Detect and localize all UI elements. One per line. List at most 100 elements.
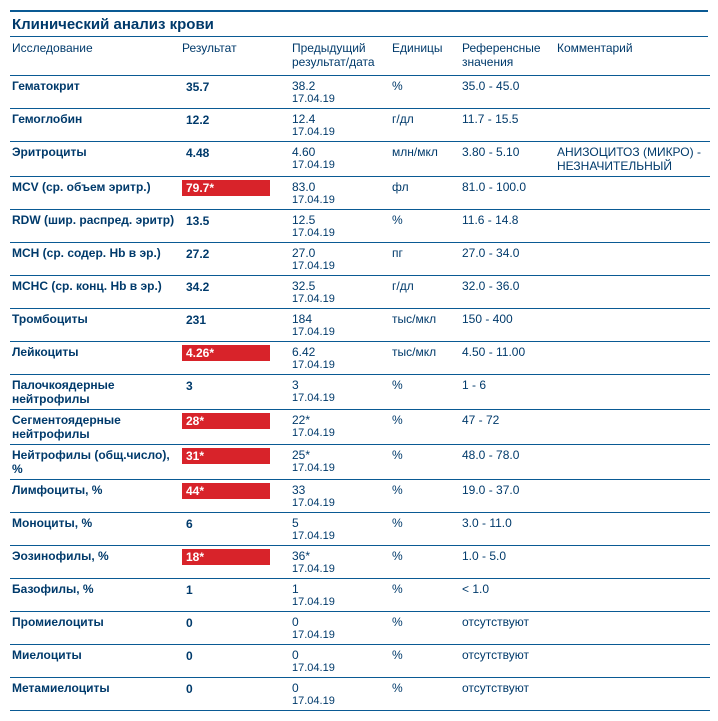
header-ref: Референсные значения <box>460 37 555 76</box>
prev-value: 27.0 <box>292 246 386 260</box>
cell-test: MCHC (ср. конц. Hb в эр.) <box>10 276 180 309</box>
cell-ref: 3.80 - 5.10 <box>460 142 555 177</box>
cell-units: % <box>390 678 460 711</box>
cell-comment <box>555 109 710 142</box>
cell-comment <box>555 480 710 513</box>
cell-test: Промиелоциты <box>10 612 180 645</box>
prev-value: 12.4 <box>292 112 386 126</box>
result-value: 13.5 <box>182 213 215 229</box>
cell-ref: 27.0 - 34.0 <box>460 243 555 276</box>
cell-units: г/дл <box>390 109 460 142</box>
cell-result: 0 <box>180 645 290 678</box>
cell-prev: 117.04.19 <box>290 579 390 612</box>
cell-result: 27.2 <box>180 243 290 276</box>
prev-date: 17.04.19 <box>292 227 386 239</box>
cell-result: 44* <box>180 480 290 513</box>
cell-prev: 017.04.19 <box>290 612 390 645</box>
results-table: Исследование Результат Предыдущий резуль… <box>10 37 710 711</box>
cell-units: пг <box>390 243 460 276</box>
cell-result: 4.26* <box>180 342 290 375</box>
cell-prev: 6.4217.04.19 <box>290 342 390 375</box>
table-row: Лимфоциты, %44*3317.04.19%19.0 - 37.0 <box>10 480 710 513</box>
prev-value: 32.5 <box>292 279 386 293</box>
result-value: 12.2 <box>182 112 215 128</box>
prev-date: 17.04.19 <box>292 326 386 338</box>
cell-prev: 017.04.19 <box>290 645 390 678</box>
result-value: 3 <box>182 378 199 394</box>
prev-date: 17.04.19 <box>292 260 386 272</box>
cell-prev: 22*17.04.19 <box>290 410 390 445</box>
prev-date: 17.04.19 <box>292 662 386 674</box>
cell-result: 1 <box>180 579 290 612</box>
prev-date: 17.04.19 <box>292 462 386 474</box>
header-prev: Предыдущий результат/дата <box>290 37 390 76</box>
cell-units: % <box>390 210 460 243</box>
cell-prev: 27.017.04.19 <box>290 243 390 276</box>
cell-test: Гематокрит <box>10 76 180 109</box>
cell-result: 6 <box>180 513 290 546</box>
cell-units: % <box>390 612 460 645</box>
prev-value: 36* <box>292 549 386 563</box>
cell-comment <box>555 579 710 612</box>
cell-comment <box>555 513 710 546</box>
cell-ref: 4.50 - 11.00 <box>460 342 555 375</box>
prev-date: 17.04.19 <box>292 194 386 206</box>
cell-units: % <box>390 410 460 445</box>
cell-test: Миелоциты <box>10 645 180 678</box>
prev-value: 0 <box>292 681 386 695</box>
result-value: 0 <box>182 648 199 664</box>
header-test: Исследование <box>10 37 180 76</box>
cell-comment <box>555 678 710 711</box>
cell-prev: 12.517.04.19 <box>290 210 390 243</box>
table-row: Эритроциты4.484.6017.04.19млн/мкл3.80 - … <box>10 142 710 177</box>
table-body: Гематокрит35.738.217.04.19%35.0 - 45.0Ге… <box>10 76 710 711</box>
cell-ref: 1.0 - 5.0 <box>460 546 555 579</box>
cell-units: млн/мкл <box>390 142 460 177</box>
table-row: Сегментоядерные нейтрофилы28*22*17.04.19… <box>10 410 710 445</box>
prev-date: 17.04.19 <box>292 563 386 575</box>
cell-prev: 017.04.19 <box>290 678 390 711</box>
cell-ref: 150 - 400 <box>460 309 555 342</box>
cell-prev: 3317.04.19 <box>290 480 390 513</box>
cell-result: 28* <box>180 410 290 445</box>
cell-result: 231 <box>180 309 290 342</box>
cell-result: 0 <box>180 678 290 711</box>
cell-comment <box>555 612 710 645</box>
result-value: 6 <box>182 516 199 532</box>
cell-ref: 11.6 - 14.8 <box>460 210 555 243</box>
prev-value: 6.42 <box>292 345 386 359</box>
cell-test: Гемоглобин <box>10 109 180 142</box>
cell-prev: 32.517.04.19 <box>290 276 390 309</box>
cell-units: % <box>390 76 460 109</box>
prev-date: 17.04.19 <box>292 392 386 404</box>
result-value: 231 <box>182 312 212 328</box>
table-row: Эозинофилы, %18*36*17.04.19%1.0 - 5.0 <box>10 546 710 579</box>
prev-value: 0 <box>292 615 386 629</box>
table-row: Моноциты, %6517.04.19%3.0 - 11.0 <box>10 513 710 546</box>
cell-ref: 1 - 6 <box>460 375 555 410</box>
prev-date: 17.04.19 <box>292 159 386 171</box>
prev-date: 17.04.19 <box>292 93 386 105</box>
cell-units: % <box>390 480 460 513</box>
cell-comment <box>555 410 710 445</box>
cell-test: Нейтрофилы (общ.число), % <box>10 445 180 480</box>
cell-comment <box>555 276 710 309</box>
cell-ref: 11.7 - 15.5 <box>460 109 555 142</box>
cell-result: 35.7 <box>180 76 290 109</box>
table-row: Тромбоциты23118417.04.19тыс/мкл150 - 400 <box>10 309 710 342</box>
prev-date: 17.04.19 <box>292 596 386 608</box>
report-title: Клинический анализ крови <box>10 10 708 37</box>
table-row: RDW (шир. распред. эритр)13.512.517.04.1… <box>10 210 710 243</box>
cell-prev: 4.6017.04.19 <box>290 142 390 177</box>
cell-test: Лимфоциты, % <box>10 480 180 513</box>
result-abnormal: 4.26* <box>182 345 270 361</box>
cell-prev: 18417.04.19 <box>290 309 390 342</box>
table-row: Миелоциты0017.04.19%отсутствуют <box>10 645 710 678</box>
prev-date: 17.04.19 <box>292 293 386 305</box>
cell-ref: 3.0 - 11.0 <box>460 513 555 546</box>
cell-units: % <box>390 546 460 579</box>
cell-test: MCV (ср. объем эритр.) <box>10 177 180 210</box>
cell-ref: 32.0 - 36.0 <box>460 276 555 309</box>
cell-comment <box>555 546 710 579</box>
table-row: MCHC (ср. конц. Hb в эр.)34.232.517.04.1… <box>10 276 710 309</box>
